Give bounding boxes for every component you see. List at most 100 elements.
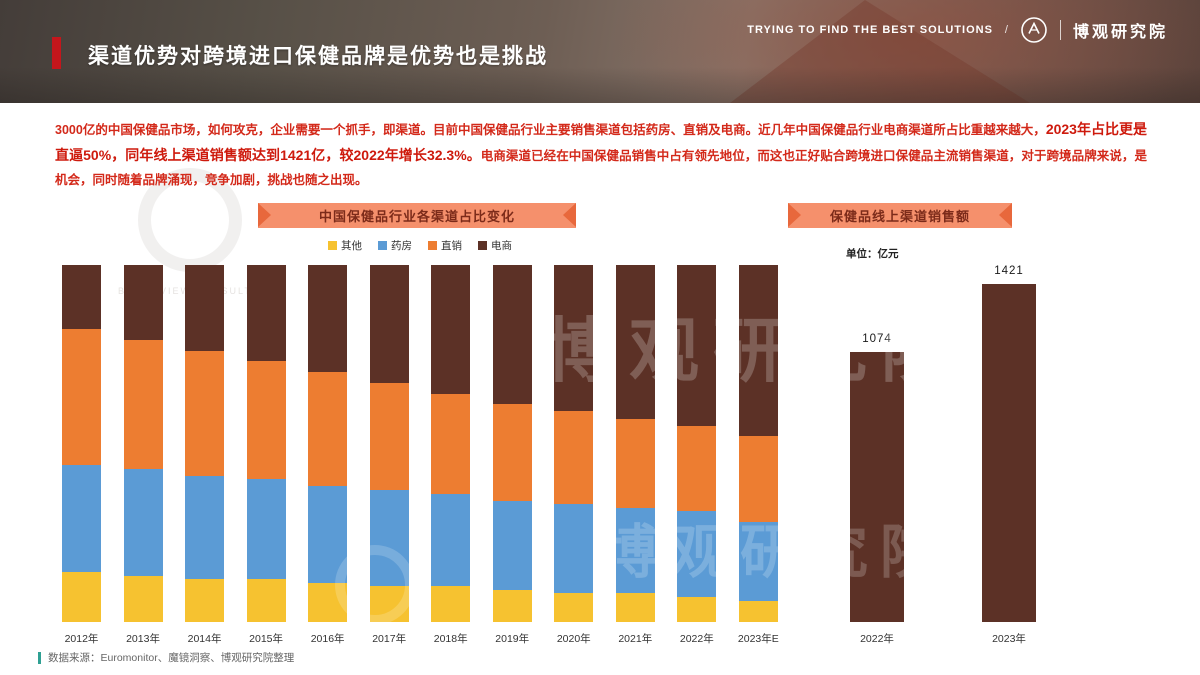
bar-segment-药房	[308, 486, 348, 583]
bar-segment-直销	[492, 404, 532, 501]
bar-segment-直销	[123, 339, 163, 469]
column-bar	[850, 352, 904, 622]
bar-segment-药房	[492, 500, 532, 590]
x-axis-label: 2015年	[249, 633, 284, 645]
bar-segment-药房	[62, 464, 101, 573]
legend-swatch	[428, 241, 437, 250]
stacked-bar	[62, 265, 101, 622]
bar-segment-电商	[62, 265, 101, 330]
source-accent-mark	[38, 651, 41, 664]
stacked-bar	[185, 265, 225, 622]
chart-legend: 其他 药房 直销 电商	[62, 238, 778, 253]
bar-segment-其他	[431, 586, 471, 622]
bar-segment-其他	[554, 593, 594, 622]
stacked-bar	[677, 265, 717, 622]
bar-segment-直销	[246, 361, 286, 480]
x-axis-label: 2012年	[64, 633, 99, 645]
x-axis-label: 2023年	[992, 633, 1026, 645]
title-accent-bar	[52, 37, 61, 69]
bar-segment-其他	[369, 586, 409, 622]
header-brand-area: TRYING TO FIND THE BEST SOLUTIONS / 博观研究…	[747, 16, 1168, 44]
x-axis-label: 2020年	[556, 633, 591, 645]
bar-segment-电商	[123, 265, 163, 340]
bar-segment-其他	[492, 589, 532, 622]
column: 1421 2023年	[982, 265, 1036, 645]
column-chart-plot: 1074 2022年 1421 2023年	[810, 265, 1110, 645]
x-axis-label: 2021年	[618, 633, 653, 645]
paragraph-segment: 电商渠道已经在中国保健品销售中占有领先地位，而这也正好贴合跨境进口保健品主流销售…	[55, 148, 1147, 187]
bar-segment-电商	[554, 265, 594, 412]
legend-label: 直销	[441, 240, 462, 252]
value-label: 1074	[862, 333, 892, 345]
stacked-bar	[246, 265, 286, 622]
paragraph-segment: 3000亿的中国保健品市场，如何攻克，企业需要一个抓手，即渠道。目前中国保健品行…	[55, 123, 1046, 137]
bar-segment-其他	[62, 572, 101, 622]
bar-segment-电商	[615, 265, 655, 419]
stacked-bar	[123, 265, 163, 622]
stacked-bar-column: 2021年	[615, 265, 655, 646]
intro-paragraph: 3000亿的中国保健品市场，如何攻克，企业需要一个抓手，即渠道。目前中国保健品行…	[55, 117, 1147, 192]
bar-segment-直销	[738, 436, 778, 523]
legend-item: 其他	[328, 238, 362, 253]
stacked-bar-column: 2018年	[431, 265, 471, 646]
bar-segment-其他	[738, 600, 778, 622]
stacked-bar	[554, 265, 594, 622]
x-axis-label: 2017年	[372, 633, 407, 645]
stacked-chart-plot: 2012年 2013年 2014年 2015年 2016年 2017年 2018年 2019年…	[62, 265, 779, 645]
footer: 数据来源：Euromonitor、魔镜洞察、博观研究院整理	[38, 650, 294, 665]
stacked-chart-title-banner: 中国保健品行业各渠道占比变化	[258, 203, 576, 228]
column-chart-title: 保健品线上渠道销售额	[829, 209, 970, 224]
bar-segment-直销	[677, 425, 717, 512]
data-source-text: 数据来源：Euromonitor、魔镜洞察、博观研究院整理	[48, 652, 295, 664]
value-label: 1421	[994, 265, 1024, 277]
stacked-bar-column: 2020年	[554, 265, 594, 646]
header-tagline: TRYING TO FIND THE BEST SOLUTIONS	[747, 24, 993, 36]
stacked-bar-column: 2012年	[62, 265, 101, 646]
bar-segment-药房	[615, 507, 655, 594]
bar-segment-其他	[185, 579, 225, 622]
stacked-bar	[615, 265, 655, 622]
bar-segment-药房	[185, 475, 225, 580]
stacked-bar-column: 2017年	[369, 265, 409, 646]
stacked-bar-column: 2015年	[246, 265, 286, 646]
x-axis-label: 2016年	[310, 633, 345, 645]
x-axis-label: 2022年	[860, 633, 894, 645]
bar-segment-电商	[431, 265, 471, 394]
stacked-bar	[738, 265, 778, 622]
bar-segment-其他	[308, 582, 348, 622]
column: 1074 2022年	[850, 265, 904, 645]
bar-segment-直销	[431, 393, 471, 494]
header-divider	[1059, 20, 1061, 40]
bar-segment-直销	[185, 350, 225, 476]
column-bar	[982, 284, 1036, 622]
bar-segment-直销	[615, 418, 655, 508]
bar-segment-药房	[554, 504, 594, 594]
stacked-bar-column: 2022年	[677, 265, 717, 646]
stacked-bar	[308, 265, 348, 622]
bar-segment-药房	[677, 511, 717, 598]
legend-swatch	[478, 241, 487, 250]
unit-label: 单位：亿元	[846, 248, 899, 260]
stacked-bar-column: 2016年	[308, 265, 348, 646]
stacked-bar-column: 2023年E	[737, 265, 779, 646]
bar-segment-药房	[431, 493, 471, 587]
legend-label: 其他	[341, 240, 362, 252]
stacked-bar-column: 2014年	[185, 265, 225, 646]
bar-segment-药房	[123, 468, 163, 576]
stacked-bar	[492, 265, 532, 622]
brand-name: 博观研究院	[1072, 24, 1168, 41]
bar-segment-其他	[123, 575, 163, 622]
bar-segment-电商	[369, 265, 409, 383]
bar-segment-直销	[308, 372, 348, 487]
bar-segment-其他	[677, 597, 717, 622]
header-separator: /	[1004, 24, 1008, 36]
bar-segment-其他	[246, 579, 286, 622]
legend-swatch	[378, 241, 387, 250]
bar-segment-药房	[246, 479, 286, 580]
paragraph-highlight: 2023年占比更是直逼50%，同年线上渠道销售额达到1421亿，较2022年增长…	[55, 121, 1147, 163]
x-axis-label: 2023年E	[737, 633, 779, 645]
bar-segment-电商	[492, 265, 532, 405]
legend-label: 电商	[491, 240, 512, 252]
legend-item: 电商	[478, 238, 512, 253]
